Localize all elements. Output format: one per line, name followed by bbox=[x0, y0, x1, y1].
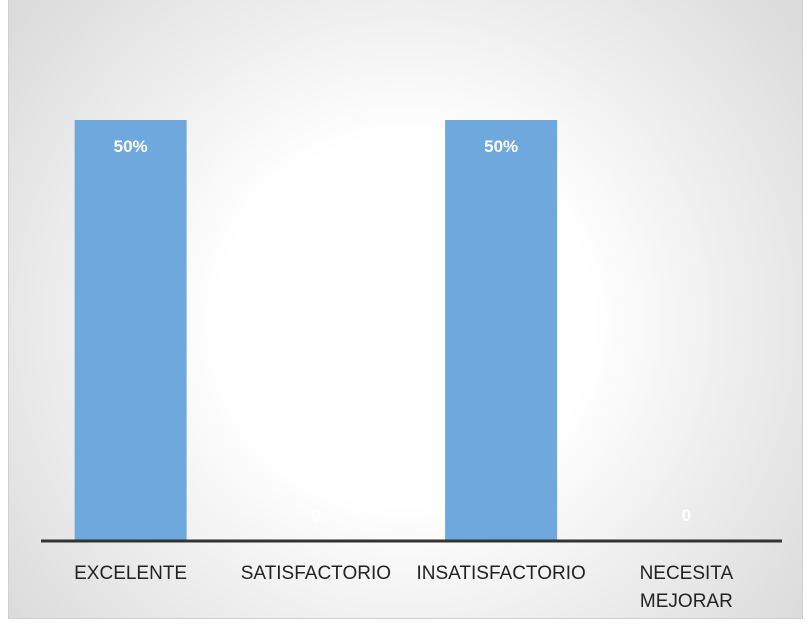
bar-chart: 50% EXCELENTE 0 SATISFACTORIO 50% INSATISFACT… bbox=[41, 120, 782, 612]
category-label: EXCELENTE bbox=[74, 563, 187, 584]
data-label: 0 bbox=[311, 506, 320, 525]
category-label: INSATISFACTORIO bbox=[416, 563, 585, 584]
data-label: 0 bbox=[682, 506, 691, 525]
chart-area: 50% EXCELENTE 0 SATISFACTORIO 50% INSATISFACT… bbox=[8, 0, 803, 619]
category-label: NECESITA MEJORAR bbox=[640, 563, 734, 612]
data-label: 50% bbox=[484, 137, 518, 156]
bar-insatisfactorio bbox=[445, 120, 558, 541]
bar-excelente bbox=[74, 120, 187, 541]
category-label: SATISFACTORIO bbox=[241, 563, 391, 584]
data-label: 50% bbox=[114, 137, 148, 156]
